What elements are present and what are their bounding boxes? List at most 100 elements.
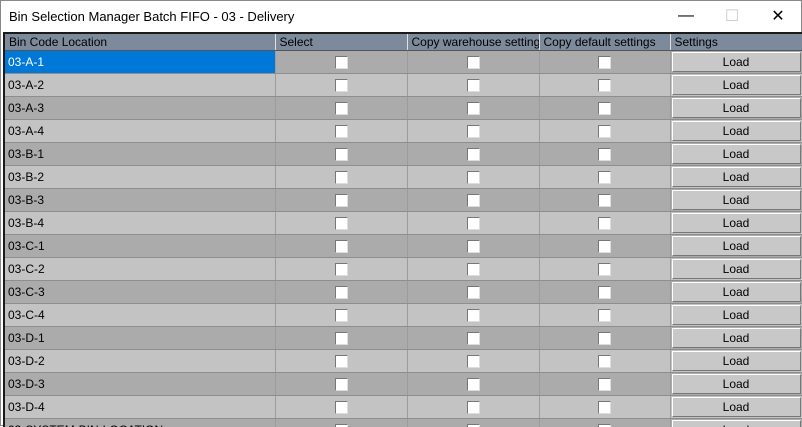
load-button[interactable]: Load: [672, 121, 801, 141]
select-checkbox[interactable]: [335, 102, 348, 115]
column-header-settings[interactable]: Settings: [670, 34, 802, 51]
select-cell[interactable]: [275, 350, 407, 373]
copy-warehouse-checkbox[interactable]: [467, 286, 480, 299]
copy-default-cell[interactable]: [539, 120, 670, 143]
copy-warehouse-cell[interactable]: [407, 212, 539, 235]
copy-default-checkbox[interactable]: [598, 309, 611, 322]
copy-default-cell[interactable]: [539, 74, 670, 97]
copy-warehouse-cell[interactable]: [407, 258, 539, 281]
copy-default-cell[interactable]: [539, 304, 670, 327]
load-button[interactable]: Load: [672, 167, 801, 187]
select-cell[interactable]: [275, 74, 407, 97]
copy-default-checkbox[interactable]: [598, 332, 611, 345]
select-cell[interactable]: [275, 143, 407, 166]
load-button[interactable]: Load: [672, 374, 801, 394]
select-checkbox[interactable]: [335, 79, 348, 92]
close-icon[interactable]: ✕: [755, 1, 801, 31]
bin-code-cell[interactable]: 03-D-4: [5, 396, 275, 419]
select-cell[interactable]: [275, 51, 407, 74]
select-checkbox[interactable]: [335, 148, 348, 161]
copy-default-cell[interactable]: [539, 327, 670, 350]
load-button[interactable]: Load: [672, 236, 801, 256]
copy-warehouse-checkbox[interactable]: [467, 355, 480, 368]
copy-warehouse-cell[interactable]: [407, 97, 539, 120]
copy-warehouse-cell[interactable]: [407, 74, 539, 97]
select-checkbox[interactable]: [335, 125, 348, 138]
copy-default-cell[interactable]: [539, 235, 670, 258]
select-checkbox[interactable]: [335, 240, 348, 253]
copy-default-cell[interactable]: [539, 212, 670, 235]
copy-default-cell[interactable]: [539, 143, 670, 166]
copy-default-cell[interactable]: [539, 166, 670, 189]
select-checkbox[interactable]: [335, 194, 348, 207]
maximize-icon[interactable]: ☐: [709, 1, 755, 31]
load-button[interactable]: Load: [672, 282, 801, 302]
copy-default-checkbox[interactable]: [598, 171, 611, 184]
bin-code-cell[interactable]: 03-C-1: [5, 235, 275, 258]
select-checkbox[interactable]: [335, 171, 348, 184]
copy-default-checkbox[interactable]: [598, 125, 611, 138]
copy-warehouse-cell[interactable]: [407, 189, 539, 212]
bin-code-cell[interactable]: 03-C-3: [5, 281, 275, 304]
copy-warehouse-checkbox[interactable]: [467, 401, 480, 414]
copy-default-checkbox[interactable]: [598, 240, 611, 253]
select-cell[interactable]: [275, 258, 407, 281]
select-cell[interactable]: [275, 235, 407, 258]
select-cell[interactable]: [275, 396, 407, 419]
column-header-copy-warehouse[interactable]: Copy warehouse settings: [407, 34, 539, 51]
load-button[interactable]: Load: [672, 144, 801, 164]
copy-default-checkbox[interactable]: [598, 378, 611, 391]
column-header-bin-code[interactable]: Bin Code Location: [5, 34, 275, 51]
load-button[interactable]: Load: [672, 328, 801, 348]
copy-warehouse-cell[interactable]: [407, 396, 539, 419]
select-cell[interactable]: [275, 97, 407, 120]
select-checkbox[interactable]: [335, 309, 348, 322]
load-button[interactable]: Load: [672, 259, 801, 279]
select-checkbox[interactable]: [335, 217, 348, 230]
copy-default-cell[interactable]: [539, 51, 670, 74]
load-button[interactable]: Load: [672, 351, 801, 371]
bin-code-cell[interactable]: 03-D-1: [5, 327, 275, 350]
bin-code-cell[interactable]: 03-A-2: [5, 74, 275, 97]
copy-default-checkbox[interactable]: [598, 263, 611, 276]
select-cell[interactable]: [275, 212, 407, 235]
copy-warehouse-checkbox[interactable]: [467, 56, 480, 69]
copy-warehouse-cell[interactable]: [407, 143, 539, 166]
select-checkbox[interactable]: [335, 401, 348, 414]
select-checkbox[interactable]: [335, 56, 348, 69]
copy-default-cell[interactable]: [539, 258, 670, 281]
select-checkbox[interactable]: [335, 263, 348, 276]
bin-code-cell[interactable]: 03-B-3: [5, 189, 275, 212]
copy-default-checkbox[interactable]: [598, 194, 611, 207]
column-header-select[interactable]: Select: [275, 34, 407, 51]
copy-default-cell[interactable]: [539, 373, 670, 396]
select-cell[interactable]: [275, 120, 407, 143]
copy-default-cell[interactable]: [539, 189, 670, 212]
copy-warehouse-checkbox[interactable]: [467, 102, 480, 115]
load-button[interactable]: Load: [672, 213, 801, 233]
column-header-copy-default[interactable]: Copy default settings: [539, 34, 670, 51]
copy-default-cell[interactable]: [539, 350, 670, 373]
select-cell[interactable]: [275, 327, 407, 350]
bin-code-cell[interactable]: 03-B-1: [5, 143, 275, 166]
select-cell[interactable]: [275, 373, 407, 396]
load-button[interactable]: Load: [672, 52, 801, 72]
minimize-icon[interactable]: —: [663, 1, 709, 31]
copy-warehouse-checkbox[interactable]: [467, 194, 480, 207]
copy-warehouse-checkbox[interactable]: [467, 171, 480, 184]
load-button[interactable]: Load: [672, 190, 801, 210]
copy-warehouse-cell[interactable]: [407, 235, 539, 258]
select-cell[interactable]: [275, 304, 407, 327]
select-cell[interactable]: [275, 189, 407, 212]
copy-warehouse-cell[interactable]: [407, 51, 539, 74]
copy-warehouse-cell[interactable]: [407, 350, 539, 373]
bin-code-cell[interactable]: 03-D-2: [5, 350, 275, 373]
select-checkbox[interactable]: [335, 378, 348, 391]
copy-warehouse-cell[interactable]: [407, 281, 539, 304]
copy-warehouse-cell[interactable]: [407, 304, 539, 327]
bin-code-cell[interactable]: 03-A-1: [5, 51, 275, 74]
select-cell[interactable]: [275, 281, 407, 304]
copy-default-cell[interactable]: [539, 396, 670, 419]
copy-default-cell[interactable]: [539, 281, 670, 304]
copy-warehouse-cell[interactable]: [407, 166, 539, 189]
